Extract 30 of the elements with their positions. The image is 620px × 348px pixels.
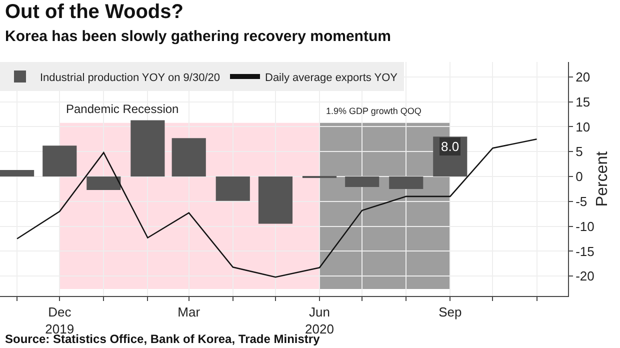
legend-label: Daily average exports YOY bbox=[265, 72, 398, 84]
x-tick-label: Sep bbox=[438, 304, 462, 320]
y-tick-label: -5 bbox=[576, 194, 588, 209]
band-label: 1.9% GDP growth QOQ bbox=[326, 106, 422, 116]
line-series bbox=[16, 138, 538, 278]
bar bbox=[42, 146, 77, 177]
y-tick-label: 20 bbox=[576, 69, 590, 84]
x-tick-label: Mar bbox=[178, 304, 201, 320]
bar bbox=[345, 176, 380, 187]
bar bbox=[130, 120, 165, 177]
bar bbox=[216, 176, 250, 201]
legend-label: Industrial production YOY on 9/30/20 bbox=[40, 72, 220, 84]
y-axis-title: Percent bbox=[594, 150, 612, 207]
bar bbox=[389, 176, 424, 189]
band-label: Pandemic Recession bbox=[66, 102, 179, 116]
bar bbox=[172, 138, 206, 177]
y-tick-label: 15 bbox=[576, 94, 590, 110]
y-tick-label: -20 bbox=[576, 268, 594, 284]
bar bbox=[0, 170, 34, 177]
y-tick-label: 10 bbox=[576, 119, 590, 134]
chart-title: Out of the Woods? bbox=[5, 1, 184, 23]
y-tick-label: 5 bbox=[576, 144, 583, 160]
chart-subtitle: Korea has been slowly gathering recovery momentum bbox=[5, 28, 391, 45]
y-tick-label: -15 bbox=[576, 244, 594, 259]
x-tick-label: Jun 2020 bbox=[305, 304, 334, 336]
data-label: 8.0 bbox=[441, 139, 460, 154]
bar bbox=[258, 176, 293, 224]
bar bbox=[86, 176, 121, 190]
y-tick-label: -10 bbox=[576, 218, 594, 234]
y-tick-label: 0 bbox=[576, 169, 583, 184]
